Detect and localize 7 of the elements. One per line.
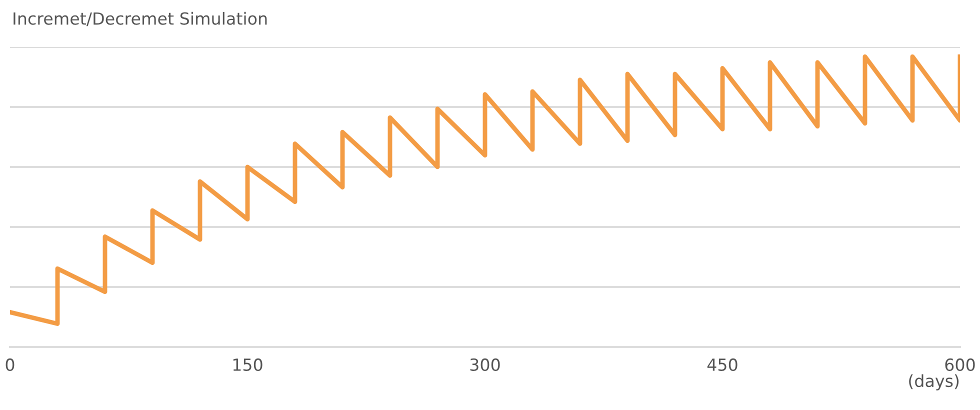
chart-title: Incremet/Decremet Simulation (14, 12, 267, 26)
x-tick-label: 450 (707, 358, 738, 372)
x-tick-label: 0 (6, 358, 14, 372)
x-tick-label: 300 (470, 358, 500, 372)
x-tick-label: 150 (233, 358, 262, 372)
x-tick-label: 600 (945, 358, 975, 372)
x-axis-title: (days) (909, 374, 959, 390)
